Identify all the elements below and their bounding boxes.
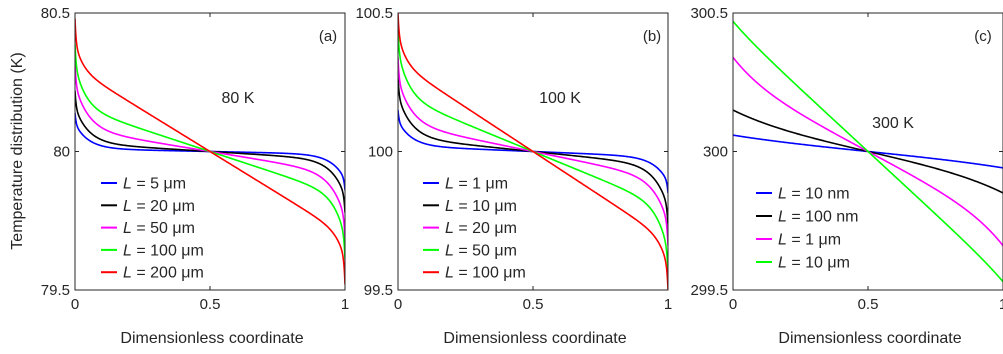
legend-variable: L xyxy=(123,265,132,282)
legend-variable: L xyxy=(123,198,132,215)
x-tick-label: 0.5 xyxy=(523,296,544,313)
legend-variable: L xyxy=(445,220,454,237)
legend-entry: L = 1 μm xyxy=(445,176,508,193)
x-tick-label: 0 xyxy=(394,296,402,313)
legend-variable: L xyxy=(778,209,787,226)
legend-value: = 20 μm xyxy=(132,198,195,215)
legend-variable: L xyxy=(123,176,132,193)
legend-value: = 100 μm xyxy=(454,265,526,282)
x-axis-title: Dimensionless coordinate xyxy=(443,330,626,347)
panel-label: (a) xyxy=(319,28,337,45)
y-tick-label: 299.5 xyxy=(690,282,728,299)
panel-b: 0 0.5 1 99.5 100 100.5 Dimensionless coordinat… xyxy=(355,5,672,347)
legend-value: = 20 μm xyxy=(454,220,517,237)
y-tick-label: 80 xyxy=(53,144,70,161)
legend-value: = 1 μm xyxy=(454,176,508,193)
legend-value: = 200 μm xyxy=(132,265,204,282)
legend-value: = 10 μm xyxy=(787,255,850,272)
y-tick-label: 79.5 xyxy=(41,282,70,299)
legend-variable: L xyxy=(123,220,132,237)
legend-entry: L = 10 μm xyxy=(778,255,850,272)
legend-variable: L xyxy=(445,176,454,193)
x-axis-title: Dimensionless coordinate xyxy=(778,330,961,347)
x-tick-label: 1 xyxy=(999,296,1003,313)
legend-entry: L = 1 μm xyxy=(778,232,841,249)
legend-entry: L = 50 μm xyxy=(123,220,195,237)
series-line-5 xyxy=(75,18,345,285)
legend-value: = 100 nm xyxy=(787,209,859,226)
legend-value: = 1 μm xyxy=(787,232,841,249)
legend-variable: L xyxy=(445,265,454,282)
legend: L = 1 μmL = 10 μmL = 20 μmL = 50 μmL = 1… xyxy=(423,176,526,282)
panel-label: (b) xyxy=(643,28,661,45)
legend: L = 10 nmL = 100 nmL = 1 μmL = 10 μm xyxy=(756,186,859,272)
legend-variable: L xyxy=(778,186,787,203)
panel-a: 0 0.5 1 79.5 80 80.5 Dimensionless coordinate (… xyxy=(41,5,349,347)
y-tick-label: 300.5 xyxy=(690,5,728,22)
legend-variable: L xyxy=(445,242,454,259)
legend-variable: L xyxy=(123,242,132,259)
y-tick-label: 300 xyxy=(703,144,728,161)
x-tick-label: 0 xyxy=(71,296,79,313)
legend-variable: L xyxy=(778,232,787,249)
temperature-annotation: 100 K xyxy=(539,90,581,107)
x-tick-label: 1 xyxy=(341,296,349,313)
legend-value: = 10 μm xyxy=(454,198,517,215)
panel-c: 0 0.5 1 299.5 300 300.5 Dimensionless coordina… xyxy=(690,5,1003,347)
legend-entry: L = 100 nm xyxy=(778,209,859,226)
series-line-4 xyxy=(733,20,1003,283)
legend-entry: L = 20 μm xyxy=(123,198,195,215)
legend-value: = 50 μm xyxy=(132,220,195,237)
legend-entry: L = 50 μm xyxy=(445,242,517,259)
series-line-5 xyxy=(398,13,668,290)
legend-entry: L = 100 μm xyxy=(123,242,204,259)
temperature-annotation: 80 K xyxy=(222,90,255,107)
legend-entry: L = 200 μm xyxy=(123,265,204,282)
y-tick-label: 80.5 xyxy=(41,5,70,22)
legend-value: = 5 μm xyxy=(132,176,186,193)
legend-entry: L = 100 μm xyxy=(445,265,526,282)
legend-variable: L xyxy=(778,255,787,272)
y-tick-label: 100 xyxy=(368,144,393,161)
legend-value: = 10 nm xyxy=(787,186,850,203)
legend-entry: L = 10 μm xyxy=(445,198,517,215)
y-tick-label: 99.5 xyxy=(364,282,393,299)
y-tick-label: 100.5 xyxy=(355,5,393,22)
y-axis-title: Temperature distribution (K) xyxy=(9,52,26,249)
legend-variable: L xyxy=(445,198,454,215)
x-tick-label: 1 xyxy=(664,296,672,313)
legend-entry: L = 5 μm xyxy=(123,176,186,193)
legend-entry: L = 10 nm xyxy=(778,186,850,203)
temperature-annotation: 300 K xyxy=(872,115,914,132)
x-axis-title: Dimensionless coordinate xyxy=(120,330,303,347)
series-lines xyxy=(75,18,345,285)
series-lines xyxy=(398,13,668,290)
x-tick-label: 0.5 xyxy=(200,296,221,313)
x-tick-label: 0.5 xyxy=(858,296,879,313)
panel-label: (c) xyxy=(974,28,992,45)
legend: L = 5 μmL = 20 μmL = 50 μmL = 100 μmL = … xyxy=(101,176,204,282)
legend-entry: L = 20 μm xyxy=(445,220,517,237)
legend-value: = 100 μm xyxy=(132,242,204,259)
series-lines xyxy=(733,20,1003,283)
legend-value: = 50 μm xyxy=(454,242,517,259)
x-tick-label: 0 xyxy=(729,296,737,313)
